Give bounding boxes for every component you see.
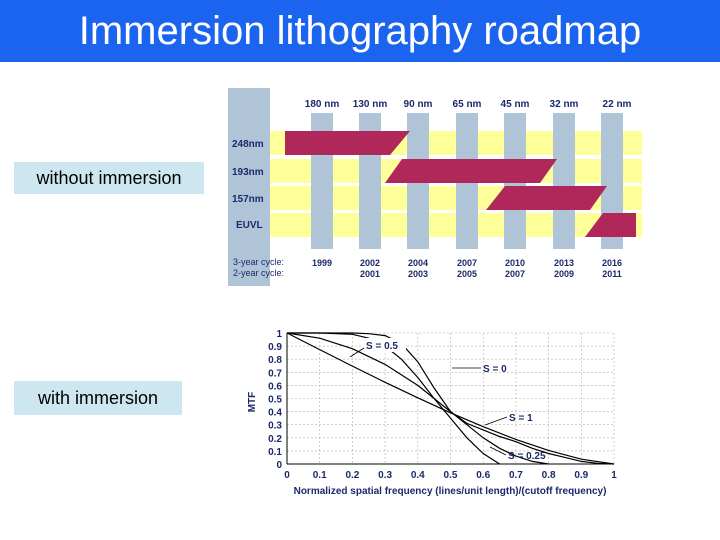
mtf-x-tick-label: 0.3 [378,470,392,481]
bar-157nm [486,186,607,210]
annotation-s1: S = 1 [509,413,533,424]
year-2yr-label: 2003 [408,269,428,279]
annotation-s05: S = 0.5 [366,341,398,352]
year-3yr-label: 2007 [457,258,477,268]
year-2yr-label: 2001 [360,269,380,279]
annotation-s0: S = 0 [483,364,507,375]
bar-euvl [585,213,636,237]
mtf-y-tick-label: 0.1 [268,447,282,458]
mtf-y-tick-label: 0.3 [268,421,282,432]
node-label: 90 nm [404,99,433,110]
mtf-series-line-3 [287,332,615,465]
mtf-x-tick-label: 0.2 [345,470,359,481]
annotation-s1-leader [484,416,508,426]
mtf-y-tick-label: 0.7 [268,368,282,379]
bar-193nm [385,159,557,183]
mtf-y-tick-label: 0 [276,460,282,471]
annotation-s05-leader [349,347,365,358]
year-2yr-label: 2007 [505,269,525,279]
mtf-x-tick-label: 0.9 [574,470,588,481]
mtf-x-tick-label: 0.6 [476,470,490,481]
row-label-157nm: 157nm [232,194,264,205]
row-label-euvl: EUVL [236,220,263,231]
mtf-y-tick-label: 0.5 [268,395,282,406]
node-label: 180 nm [305,99,340,110]
annotation-s025-leader [489,446,507,456]
year-3yr-label: 2004 [408,258,428,268]
mtf-x-tick-label: 0.7 [509,470,523,481]
label-without-immersion: without immersion [14,162,204,194]
mtf-x-tick-label: 0.8 [542,470,556,481]
mtf-x-tick-label: 0.5 [444,470,458,481]
bar-248nm [285,131,410,155]
node-label: 65 nm [453,99,482,110]
node-label: 130 nm [353,99,388,110]
node-column [553,113,575,249]
mtf-y-tick-label: 1 [276,329,282,340]
mtf-series-line-2 [287,332,500,465]
year-3yr-label: 2010 [505,258,525,268]
mtf-x-tick-label: 1 [611,470,617,481]
year-3yr-label: 2013 [554,258,574,268]
year-3yr-label: 2002 [360,258,380,268]
node-label: 32 nm [550,99,579,110]
year-2yr-label: 2005 [457,269,477,279]
mtf-y-tick-label: 0.8 [268,355,282,366]
cycle-label-3yr: 3-year cycle: [233,257,284,267]
mtf-xlabel: Normalized spatial frequency (lines/unit… [294,486,607,497]
mtf-y-tick-label: 0.6 [268,381,282,392]
mtf-x-tick-label: 0.4 [411,470,425,481]
year-3yr-label: 1999 [312,258,332,268]
year-3yr-label: 2016 [602,258,622,268]
year-2yr-label: 2011 [602,269,622,279]
mtf-series-line-0 [286,332,615,465]
mtf-y-tick-label: 0.9 [268,342,282,353]
slide-title: Immersion lithography roadmap [0,0,720,62]
annotation-s05-box [362,338,406,352]
node-label: 45 nm [501,99,530,110]
mtf-x-tick-label: 0.1 [313,470,327,481]
cycle-label-2yr: 2-year cycle: [233,268,284,278]
mtf-y-tick-label: 0.4 [268,408,282,419]
year-2yr-label: 2009 [554,269,574,279]
roadmap-left-strip [228,88,270,286]
label-with-immersion: with immersion [14,381,182,415]
mtf-x-tick-label: 0 [284,470,290,481]
node-label: 22 nm [603,99,632,110]
annotation-s025: S = 0.25 [508,451,546,462]
mtf-y-tick-label: 0.2 [268,434,282,445]
row-label-248nm: 248nm [232,139,264,150]
row-label-193nm: 193nm [232,167,264,178]
mtf-ylabel: MTF [247,392,258,413]
